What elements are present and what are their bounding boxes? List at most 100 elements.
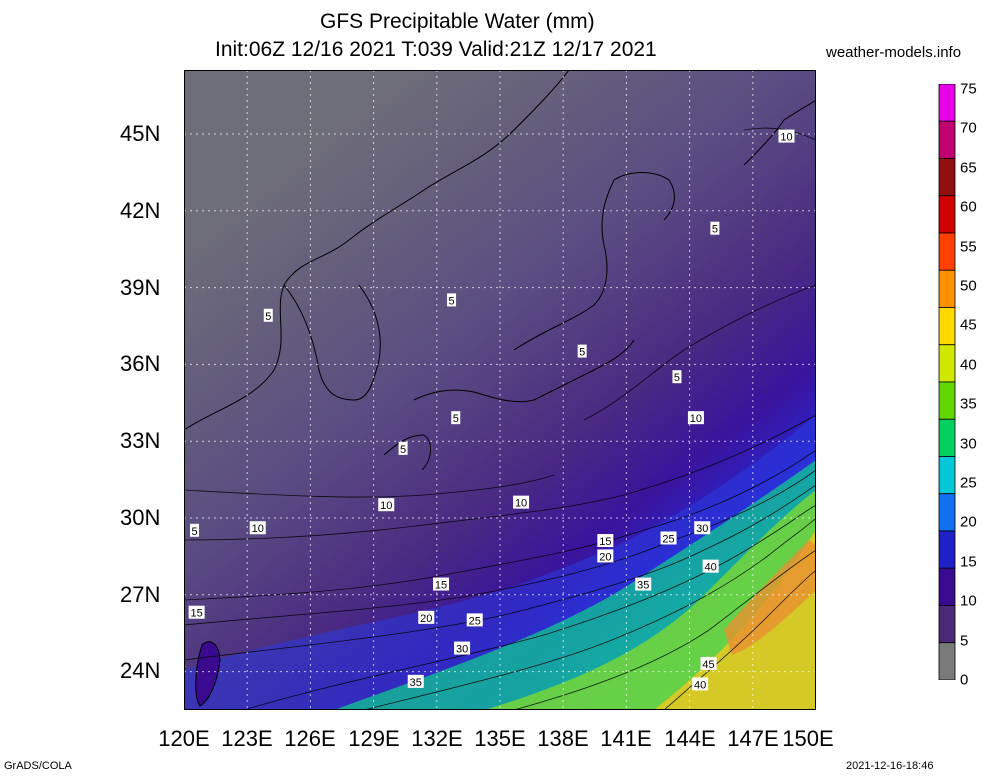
- lon-label: 150E: [782, 726, 834, 751]
- contour-label-text: 40: [694, 679, 706, 691]
- contour-label-text: 10: [780, 132, 792, 144]
- colorbar-swatch: [938, 344, 956, 383]
- contour-label: 40: [702, 559, 719, 574]
- colorbar-label: 5: [960, 632, 969, 650]
- contour-label: 35: [407, 674, 424, 689]
- colorbar-label: 10: [960, 592, 977, 610]
- footer-software: GrADS/COLA: [4, 760, 72, 772]
- lon-label: 126E: [284, 726, 336, 751]
- contour-label-text: 35: [410, 677, 422, 689]
- contour-label-text: 15: [191, 608, 203, 620]
- lon-label: 147E: [727, 726, 779, 751]
- colorbar-label: 55: [960, 238, 977, 256]
- colorbar-label: 35: [960, 395, 977, 413]
- lon-label: 135E: [474, 726, 526, 751]
- lat-label: 36N: [120, 351, 161, 376]
- contour-label-text: 30: [696, 523, 708, 535]
- contour-label-text: 5: [191, 526, 197, 538]
- colorbar: [938, 84, 956, 680]
- precipitable-water-map: 10 5 5 5 5 5 10 5 5 10 10 10 5 15 20 25 30 40 15 35 15 20 25 30…: [184, 70, 816, 710]
- contour-label: 10: [513, 495, 530, 510]
- lon-label: 120E: [158, 726, 210, 751]
- contour-label-text: 5: [448, 295, 454, 307]
- colorbar-label: 65: [960, 159, 977, 177]
- contour-label-text: 15: [599, 536, 611, 548]
- colorbar-label: 0: [960, 671, 969, 689]
- title-line-2: Init:06Z 12/16 2021 T:039 Valid:21Z 12/1…: [215, 38, 657, 61]
- contour-label: 5: [577, 344, 587, 359]
- contour-label: 30: [694, 521, 711, 535]
- contour-label-text: 15: [435, 580, 447, 592]
- contour-label-text: 45: [702, 659, 714, 671]
- contour-label-text: 25: [469, 615, 481, 627]
- colorbar-label: 15: [960, 553, 977, 571]
- footer-timestamp: 2021-12-16-18:46: [846, 760, 934, 772]
- lon-label: 138E: [537, 726, 589, 751]
- contour-label: 10: [378, 498, 395, 512]
- colorbar-label: 25: [960, 474, 977, 492]
- colorbar-swatch: [938, 456, 956, 495]
- colorbar-swatch: [938, 120, 956, 159]
- contour-label: 5: [451, 411, 461, 425]
- contour-label-text: 35: [637, 580, 649, 592]
- contour-label-text: 10: [515, 498, 527, 510]
- colorbar-swatch: [938, 195, 956, 234]
- contour-label: 5: [190, 523, 200, 538]
- contour-label: 5: [447, 293, 457, 307]
- contour-label: 15: [433, 577, 450, 592]
- contour-label-text: 20: [420, 613, 432, 625]
- colorbar-swatch: [938, 418, 956, 457]
- contour-label: 20: [418, 610, 435, 625]
- colorbar-label: 60: [960, 198, 977, 216]
- colorbar-label: 70: [960, 119, 977, 137]
- contour-label: 5: [263, 308, 273, 323]
- contour-label: 25: [660, 531, 677, 545]
- title-line-1: GFS Precipitable Water (mm): [320, 10, 595, 33]
- contour-label-text: 25: [662, 533, 674, 545]
- lon-label: 123E: [221, 726, 273, 751]
- map-frame: [184, 70, 816, 710]
- colorbar-swatch: [938, 493, 956, 532]
- lat-label: 42N: [120, 198, 161, 223]
- colorbar-label: 45: [960, 316, 977, 334]
- colorbar-label: 30: [960, 435, 977, 453]
- contour-label: 10: [778, 129, 795, 144]
- lon-label: 144E: [664, 726, 716, 751]
- contour-label: 5: [398, 441, 408, 456]
- coastlines: [184, 70, 816, 471]
- colorbar-swatch: [938, 84, 956, 122]
- colorbar-label: 40: [960, 356, 977, 374]
- contour-label: 25: [466, 613, 483, 627]
- contour-label: 40: [692, 677, 709, 691]
- contour-label-text: 5: [265, 311, 271, 323]
- lat-label: 39N: [120, 275, 161, 300]
- contour-label-text: 10: [380, 500, 392, 512]
- contour-label-text: 5: [400, 444, 406, 456]
- colorbar-swatch: [938, 381, 956, 420]
- contour-label: 30: [454, 641, 471, 656]
- contour-label-text: 20: [599, 551, 611, 563]
- colorbar-swatch: [938, 530, 956, 569]
- colorbar-swatch: [938, 567, 956, 606]
- contour-label: 5: [710, 221, 720, 236]
- lon-label: 132E: [411, 726, 463, 751]
- colorbar-swatch: [938, 605, 956, 644]
- lat-label: 30N: [120, 505, 161, 530]
- contour-label-text: 30: [456, 644, 468, 656]
- wettest-band: [654, 530, 816, 710]
- contour-label: 15: [597, 534, 614, 548]
- contour-label-text: 5: [712, 224, 718, 236]
- gridlines: [184, 70, 816, 710]
- colorbar-label: 20: [960, 513, 977, 531]
- lon-label: 141E: [600, 726, 652, 751]
- peak-zone: [724, 540, 816, 655]
- colorbar-swatch: [938, 269, 956, 308]
- lat-label: 33N: [120, 428, 161, 453]
- contour-label: 20: [597, 549, 614, 563]
- contour-label-text: 10: [252, 523, 264, 535]
- contour-label: 45: [700, 656, 717, 671]
- contour-label: 15: [188, 605, 205, 620]
- contour-label-text: 5: [674, 372, 680, 384]
- contour-label: 10: [687, 411, 704, 425]
- lat-label: 27N: [120, 582, 161, 607]
